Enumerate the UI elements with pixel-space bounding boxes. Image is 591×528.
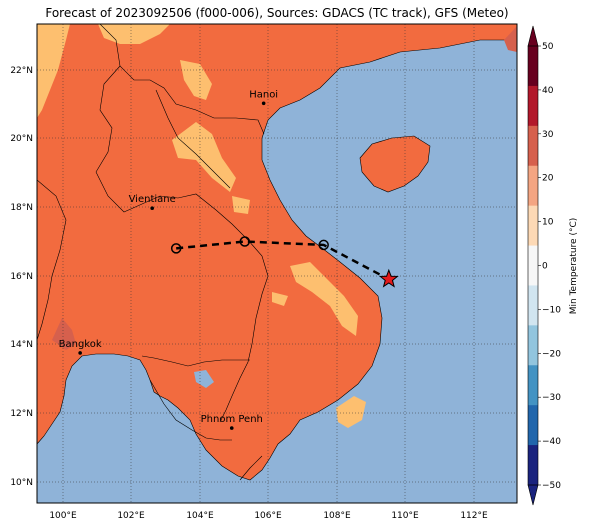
- warm-patch: [98, 24, 170, 44]
- warm-patch: [172, 122, 236, 192]
- warm-patch: [37, 24, 70, 118]
- lat-tick-label: 14°N: [10, 340, 33, 350]
- city-label: Vientiane: [129, 194, 176, 205]
- city-dot: [261, 101, 266, 106]
- colorbar-segment: [528, 285, 538, 326]
- lon-tick-label: 108°E: [323, 511, 351, 521]
- colorbar-tick-label: −40: [542, 437, 561, 447]
- lon-tick-label: 102°E: [117, 511, 145, 521]
- colorbar-segment: [528, 325, 538, 366]
- colorbar-segment: [528, 85, 538, 127]
- latitude-ticks: 22°N 20°N 18°N 16°N 14°N 12°N 10°N: [10, 66, 33, 488]
- track-position-marker: [318, 239, 329, 251]
- colorbar-tick-label: 40: [542, 86, 554, 96]
- colorbar-tick-label: 0: [542, 262, 548, 272]
- colorbar-segment: [528, 125, 538, 167]
- map-frame: [36, 23, 518, 504]
- lon-tick-label: 106°E: [254, 511, 282, 521]
- colorbar-segment: [528, 405, 538, 446]
- lon-tick-label: 104°E: [186, 511, 214, 521]
- colorbar-tick-label: −50: [542, 481, 561, 491]
- colorbar-segment: [528, 365, 538, 406]
- city-label: Bangkok: [59, 339, 102, 350]
- colorbar: 50 40 30 20 10 0 −10 −20 −30 −40 −50: [527, 25, 561, 506]
- lat-tick-label: 16°N: [10, 272, 33, 282]
- colorbar-segment: [528, 205, 538, 247]
- colorbar-label: Min Temperature (°C): [569, 218, 579, 315]
- lon-tick-label: 110°E: [391, 511, 419, 521]
- lon-tick-label: 100°E: [49, 511, 77, 521]
- longitude-ticks: 100°E 102°E 104°E 106°E 108°E 110°E 112°…: [49, 511, 488, 521]
- hainan-island: [359, 135, 431, 193]
- tonle-sap-lake: [194, 370, 214, 388]
- colorbar-segment: [528, 445, 538, 486]
- lat-tick-label: 10°N: [10, 478, 33, 488]
- warm-patch: [272, 292, 288, 306]
- colorbar-extend-max: [527, 25, 539, 47]
- colorbar-tick-label: −20: [542, 349, 561, 359]
- graticule: [37, 24, 517, 503]
- colorbar-segment: [528, 245, 538, 286]
- track-position-marker: [170, 243, 182, 254]
- warm-patch: [232, 196, 250, 214]
- colorbar-extend-min: [527, 484, 539, 506]
- colorbar-tick-label: 50: [542, 42, 554, 52]
- hot-patch: [504, 26, 517, 52]
- tc-track: [170, 236, 399, 288]
- colorbar-segment: [528, 46, 538, 87]
- track-line: [176, 240, 390, 281]
- colorbar-segment: [528, 165, 538, 207]
- city-dot: [229, 426, 234, 430]
- lat-tick-label: 12°N: [10, 409, 33, 419]
- hot-patch: [52, 318, 76, 350]
- warm-patch: [290, 262, 358, 336]
- city-dot: [78, 351, 82, 355]
- city-label: Phnom Penh: [201, 414, 263, 425]
- city-label: Hanoi: [249, 89, 278, 100]
- lon-tick-label: 112°E: [460, 511, 488, 521]
- lat-tick-label: 22°N: [10, 66, 33, 76]
- colorbar-tick-label: −10: [542, 305, 561, 315]
- colorbar-tick-label: 20: [542, 174, 554, 184]
- warm-patch: [336, 396, 366, 428]
- lat-tick-label: 20°N: [10, 134, 33, 144]
- country-borders: [37, 24, 269, 481]
- colorbar-tick-label: −30: [542, 393, 561, 403]
- lat-tick-label: 18°N: [10, 203, 33, 213]
- map-title: Forecast of 2023092506 (f000-006), Sourc…: [45, 6, 509, 20]
- city-dot: [150, 206, 154, 211]
- colorbar-tick-label: 10: [542, 218, 554, 228]
- current-position-star: [378, 268, 399, 288]
- city-markers: Hanoi Vientiane Bangkok Phnom Penh: [59, 89, 278, 430]
- track-position-marker: [239, 236, 251, 247]
- colorbar-tick-label: 30: [542, 130, 554, 140]
